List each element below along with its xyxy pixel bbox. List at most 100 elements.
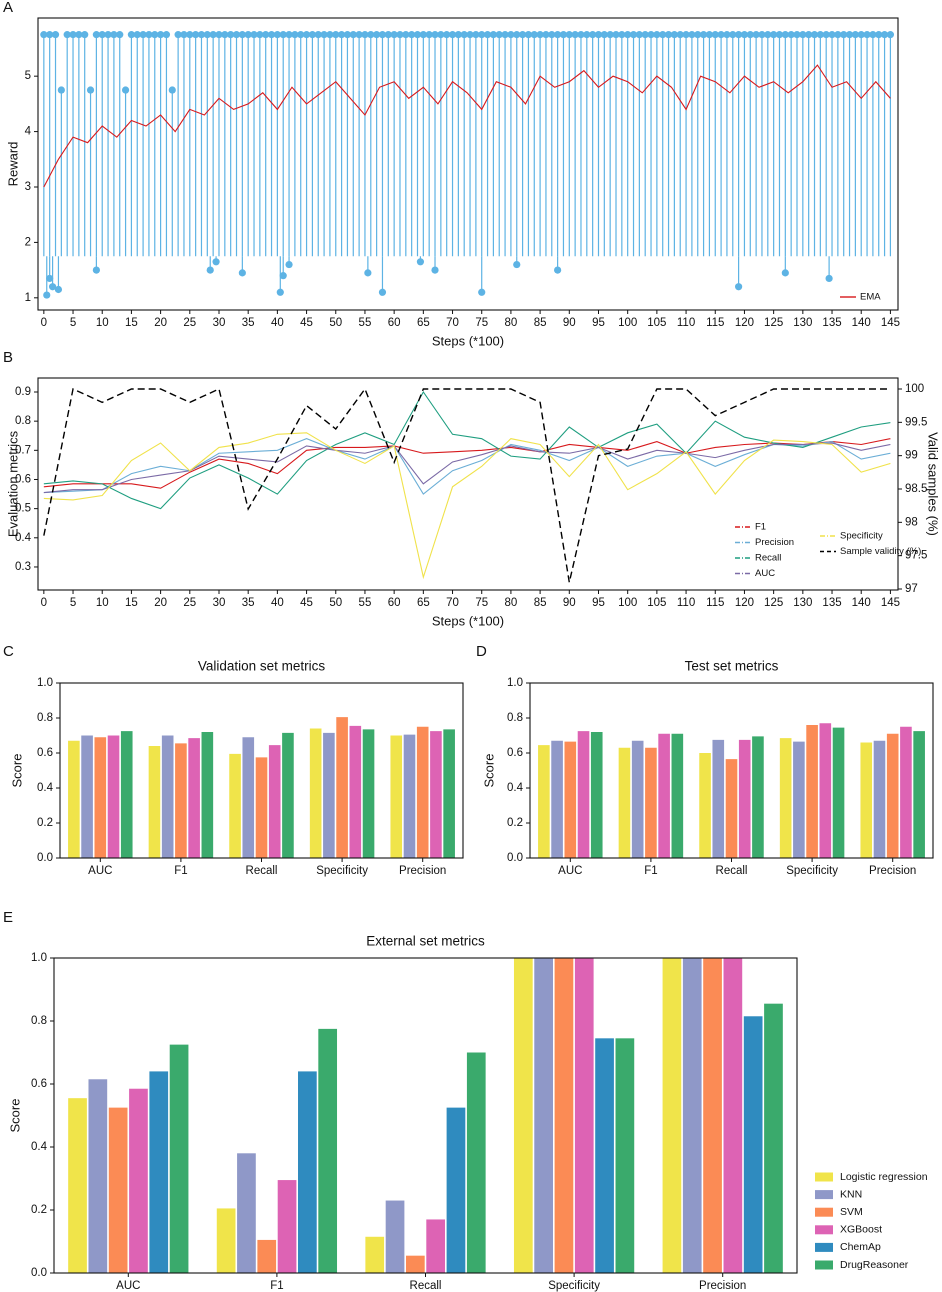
x-tick-label: 20 — [154, 597, 167, 609]
x-tick-label: Specificity — [548, 1280, 600, 1292]
bar — [595, 1038, 614, 1273]
stem-marker — [51, 31, 60, 39]
bar — [743, 1016, 763, 1273]
stem-marker — [676, 31, 684, 39]
stem-marker — [197, 31, 206, 39]
x-tick-label: 120 — [735, 317, 754, 329]
x-tick-label: 135 — [822, 597, 841, 609]
x-tick-label: 85 — [534, 597, 547, 609]
stem-marker — [828, 31, 836, 39]
x-tick-label: 125 — [764, 317, 783, 329]
stem-marker — [206, 266, 214, 274]
x-tick-label: 105 — [647, 597, 666, 609]
stem-marker — [694, 31, 702, 39]
stem-marker — [735, 283, 743, 291]
x-tick-label: 40 — [271, 597, 284, 609]
stem-marker — [478, 288, 486, 296]
stem-marker — [530, 31, 538, 39]
stem-marker — [483, 31, 492, 39]
bar — [725, 759, 738, 858]
series-line — [43, 442, 891, 494]
y-axis-label: Evaluation metrics — [5, 430, 20, 537]
bar — [551, 740, 563, 858]
stem-marker — [54, 285, 63, 294]
bar — [645, 747, 657, 858]
stem-marker — [86, 86, 95, 94]
y2-tick-label: 99.5 — [905, 416, 927, 428]
legend-label: Sample validity (%) — [840, 546, 921, 557]
stem-marker — [116, 31, 124, 39]
stem-marker — [443, 31, 451, 39]
x-tick-label: 55 — [359, 597, 372, 609]
legend-label: SVM — [840, 1206, 863, 1218]
bar — [712, 739, 725, 858]
x-tick-label: 30 — [213, 317, 226, 329]
y2-tick-label: 99 — [905, 450, 918, 462]
bar — [390, 735, 403, 858]
stem-marker — [92, 31, 100, 39]
stem-marker — [244, 31, 252, 39]
stem-marker — [805, 31, 813, 39]
x-tick-label: 40 — [271, 317, 284, 329]
stem-marker — [431, 266, 439, 274]
x-tick-label: 5 — [70, 317, 76, 329]
bar — [832, 727, 845, 858]
bar — [149, 1071, 169, 1273]
bar — [201, 732, 214, 858]
y-tick-label: 0.0 — [37, 852, 53, 864]
y-tick-label: 0.0 — [31, 1267, 47, 1279]
y2-tick-label: 98.5 — [905, 483, 927, 495]
stem-marker — [670, 31, 678, 39]
bar — [349, 725, 362, 858]
stem-marker — [326, 31, 334, 39]
x-tick-label: 85 — [534, 317, 547, 329]
bar — [913, 731, 925, 858]
bar — [554, 958, 574, 1273]
bar — [385, 1200, 405, 1273]
x-tick-label: Recall — [716, 865, 748, 877]
legend-swatch — [815, 1242, 833, 1252]
bar — [107, 735, 120, 858]
stem-marker — [764, 31, 772, 39]
stem-marker — [863, 31, 871, 39]
stem-marker — [489, 31, 497, 39]
stem-marker — [501, 31, 509, 39]
x-tick-label: 70 — [446, 597, 459, 609]
bar — [779, 738, 792, 858]
stem-marker — [279, 31, 287, 39]
bar — [169, 1044, 189, 1273]
stem-marker — [548, 31, 556, 39]
stem-marker — [437, 31, 445, 39]
stem-marker — [267, 31, 276, 39]
bar — [405, 1255, 425, 1273]
x-tick-label: 15 — [125, 317, 138, 329]
y-axis-label: Score — [9, 754, 24, 788]
stem-marker — [478, 31, 486, 39]
stem-marker — [367, 31, 375, 39]
stem-marker — [460, 31, 468, 39]
stem-marker — [723, 31, 731, 39]
bar — [886, 733, 899, 858]
stem-marker — [46, 274, 54, 283]
y-tick-label: 0.0 — [507, 852, 523, 864]
stem-marker — [758, 31, 766, 39]
x-tick-label: 65 — [417, 317, 430, 329]
x-tick-label: 25 — [183, 317, 196, 329]
y-tick-label: 2 — [25, 236, 31, 248]
series-line — [43, 387, 891, 583]
x-tick-label: 110 — [677, 597, 695, 609]
stem-marker — [825, 274, 833, 283]
bar — [538, 745, 550, 858]
stem-marker — [291, 31, 299, 39]
y-tick-label: 0.9 — [15, 386, 31, 398]
stem-marker — [425, 31, 433, 39]
x-tick-label: 125 — [764, 597, 783, 609]
stem-marker — [98, 31, 106, 39]
bar — [618, 747, 631, 858]
stem-marker — [43, 291, 51, 299]
bar — [564, 741, 577, 858]
bar — [703, 958, 722, 1273]
stem-marker — [635, 31, 643, 39]
x-tick-label: 60 — [388, 597, 401, 609]
